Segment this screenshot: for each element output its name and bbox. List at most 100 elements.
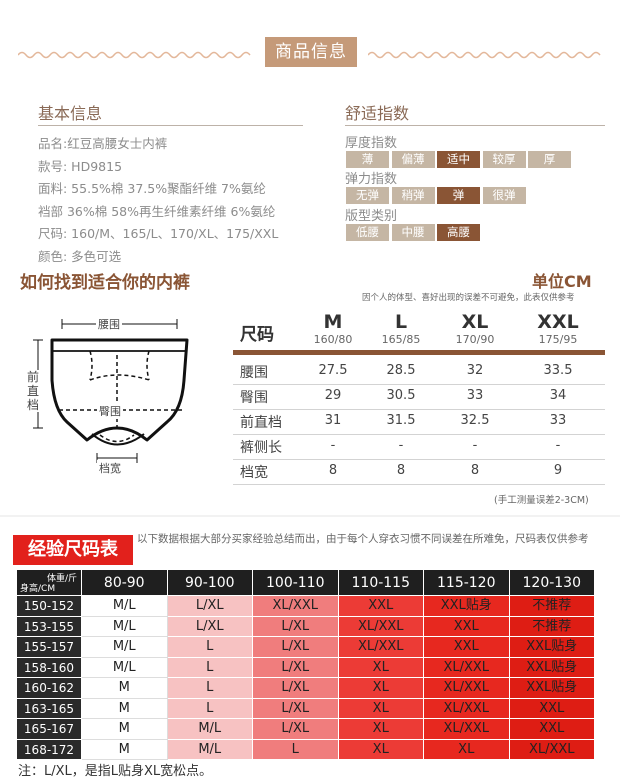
grid-size-cell: L bbox=[167, 678, 253, 699]
grid-size-cell: M bbox=[82, 739, 168, 760]
size-column-sub: 165/85 bbox=[381, 333, 421, 346]
grid-size-cell: M/L bbox=[167, 719, 253, 740]
size-cell: 32 bbox=[466, 363, 484, 378]
size-cell: 31.5 bbox=[386, 413, 416, 428]
size-row-label: 档宽 bbox=[240, 465, 268, 481]
grid-height-label: 155-157 bbox=[17, 637, 82, 658]
size-row-divider bbox=[233, 384, 605, 385]
grid-weight-header: 90-100 bbox=[167, 570, 253, 596]
grid-size-cell: XL bbox=[338, 698, 424, 719]
size-cell: - bbox=[472, 438, 478, 453]
size-table-header-label: 尺码 bbox=[240, 325, 274, 345]
grid-height-label: 160-162 bbox=[17, 678, 82, 699]
grid-size-cell: M bbox=[82, 719, 168, 740]
size-row-divider bbox=[233, 409, 605, 410]
grid-weight-header: 80-90 bbox=[82, 570, 168, 596]
size-cell: 33 bbox=[549, 413, 567, 428]
comfort-group-label: 厚度指数 bbox=[345, 136, 398, 151]
comfort-divider bbox=[345, 125, 605, 126]
grid-size-cell: XL bbox=[338, 719, 424, 740]
diagram-label-hip: 臀围 bbox=[97, 403, 123, 419]
comfort-option: 很弹 bbox=[482, 187, 526, 204]
size-guide-title: 如何找到适合你的内裤 bbox=[20, 273, 190, 293]
grid-size-cell: L/XL bbox=[167, 616, 253, 637]
grid-size-cell: XL/XXL bbox=[424, 698, 510, 719]
grid-size-cell: XXL贴身 bbox=[424, 596, 510, 617]
grid-height-label: 165-167 bbox=[17, 719, 82, 740]
header-left-ornament bbox=[18, 51, 251, 59]
grid-corner: 体重/斤 身高/CM bbox=[17, 570, 82, 596]
grid-size-cell: M/L bbox=[82, 657, 168, 678]
size-cell: 33 bbox=[466, 388, 484, 403]
size-cell: 33.5 bbox=[543, 363, 573, 378]
grid-size-cell: XL bbox=[338, 739, 424, 760]
grid-height-label: 168-172 bbox=[17, 739, 82, 760]
size-cell: 9 bbox=[553, 463, 563, 478]
grid-corner-height: 身高/CM bbox=[20, 584, 56, 594]
size-column-name: XXL bbox=[537, 311, 579, 333]
grid-size-cell: M bbox=[82, 678, 168, 699]
size-cell: 8 bbox=[470, 463, 480, 478]
grid-size-cell: M/L bbox=[167, 739, 253, 760]
unit-label: 单位CM bbox=[532, 272, 592, 291]
grid-size-cell: XL bbox=[338, 657, 424, 678]
grid-size-cell: L bbox=[167, 637, 253, 658]
basic-info-line: 颜色: 多色可选 bbox=[38, 248, 122, 264]
size-row-divider bbox=[233, 459, 605, 460]
grid-size-cell: M/L bbox=[82, 596, 168, 617]
size-cell: 31 bbox=[324, 413, 342, 428]
grid-size-cell: XXL bbox=[424, 616, 510, 637]
size-cell: 30.5 bbox=[386, 388, 416, 403]
section-divider bbox=[0, 515, 620, 517]
grid-size-cell: XL/XXL bbox=[509, 739, 595, 760]
comfort-option: 高腰 bbox=[437, 224, 480, 241]
grid-size-cell: XXL bbox=[338, 596, 424, 617]
grid-weight-header: 110-115 bbox=[338, 570, 424, 596]
size-cell: 8 bbox=[328, 463, 338, 478]
basic-info-divider bbox=[38, 125, 303, 126]
basic-info-line: 裆部 36%棉 58%再生纤维素纤维 6%氨纶 bbox=[38, 203, 276, 219]
size-cell: 28.5 bbox=[386, 363, 416, 378]
size-column-name: M bbox=[323, 311, 343, 333]
grid-size-cell: M/L bbox=[82, 637, 168, 658]
grid-size-cell: XL/XXL bbox=[253, 596, 339, 617]
basic-info-line: 面料: 55.5%棉 37.5%聚酯纤维 7%氨纶 bbox=[38, 181, 266, 196]
grid-size-cell: XL/XXL bbox=[424, 657, 510, 678]
size-row-divider bbox=[233, 484, 605, 485]
grid-size-cell: L/XL bbox=[167, 596, 253, 617]
size-disclaimer: 因个人的体型、喜好出现的误差不可避免，此表仅供参考 bbox=[362, 293, 575, 303]
size-cell: 27.5 bbox=[318, 363, 348, 378]
grid-size-cell: XXL bbox=[509, 698, 595, 719]
experience-chart-description: 以下数据根据大部分买家经验总结而出，由于每个人穿衣习惯不同误差在所难免，尺码表仅… bbox=[137, 533, 589, 545]
comfort-title: 舒适指数 bbox=[345, 104, 410, 123]
size-column-sub: 160/80 bbox=[313, 333, 353, 346]
grid-size-cell: 不推荐 bbox=[509, 596, 595, 617]
size-column-sub: 175/95 bbox=[538, 333, 578, 346]
grid-weight-header: 100-110 bbox=[253, 570, 339, 596]
comfort-group-label: 版型类别 bbox=[345, 209, 398, 224]
grid-size-cell: XL/XXL bbox=[424, 678, 510, 699]
size-cell: 32.5 bbox=[460, 413, 490, 428]
grid-weight-header: 115-120 bbox=[424, 570, 510, 596]
underwear-diagram bbox=[33, 319, 189, 463]
grid-size-cell: XXL贴身 bbox=[509, 678, 595, 699]
grid-size-cell: L/XL bbox=[253, 637, 339, 658]
grid-size-cell: L/XL bbox=[253, 719, 339, 740]
basic-info-title: 基本信息 bbox=[38, 104, 103, 123]
comfort-option: 厚 bbox=[528, 151, 571, 168]
grid-size-cell: XXL贴身 bbox=[509, 637, 595, 658]
grid-size-cell: XL/XXL bbox=[338, 616, 424, 637]
comfort-option: 适中 bbox=[437, 151, 480, 168]
comfort-option: 稍弹 bbox=[391, 187, 435, 204]
grid-size-cell: L/XL bbox=[253, 657, 339, 678]
grid-size-cell: L/XL bbox=[253, 698, 339, 719]
size-row-label: 前直档 bbox=[240, 415, 282, 431]
grid-weight-header: 120-130 bbox=[509, 570, 595, 596]
basic-info-line: 品名:红豆高腰女士内裤 bbox=[38, 136, 168, 151]
comfort-option: 无弹 bbox=[346, 187, 389, 204]
measure-note: (手工测量误差2-3CM) bbox=[494, 495, 589, 506]
comfort-option: 中腰 bbox=[391, 224, 435, 241]
basic-info-line: 款号: HD9815 bbox=[38, 158, 123, 174]
comfort-group-label: 弹力指数 bbox=[345, 172, 398, 187]
grid-size-cell: M bbox=[82, 698, 168, 719]
